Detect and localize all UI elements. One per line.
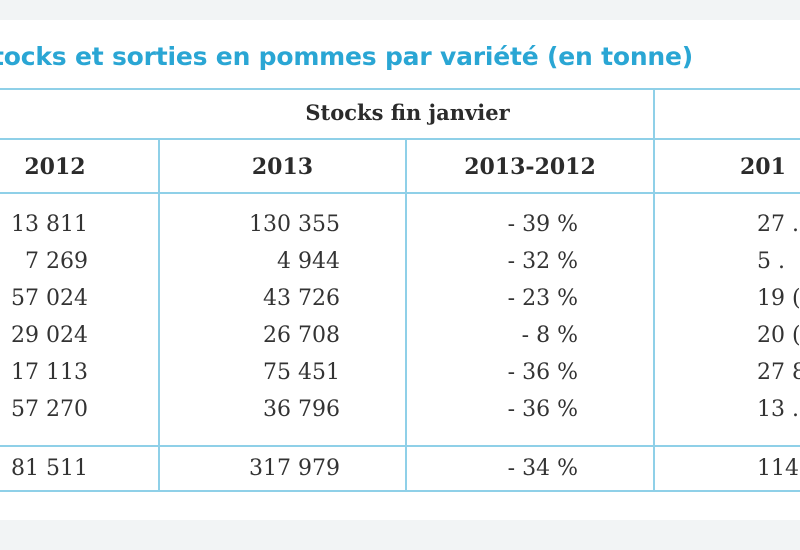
- table-row-cell: 19 (: [757, 286, 800, 311]
- column-header-next: 201: [740, 154, 786, 180]
- rule-header: [0, 192, 800, 194]
- table-row-cell: 29 024: [11, 323, 88, 348]
- group-header: Stocks fin janvier: [305, 100, 510, 125]
- rule-group: [0, 138, 800, 140]
- table-row-cell: 57 024: [11, 286, 88, 311]
- table-row-cell: 36 796: [263, 397, 340, 422]
- table-row-cell: - 36 %: [507, 360, 578, 385]
- table-row-cell: 26 708: [263, 323, 340, 348]
- rule-bottom: [0, 490, 800, 492]
- table-row-cell: 13 .: [757, 397, 799, 422]
- table-row-cell: 4 944: [277, 249, 340, 274]
- col-divider-2: [405, 140, 407, 490]
- table-row-cell: - 23 %: [507, 286, 578, 311]
- total-row-cell: 81 511: [11, 456, 88, 481]
- column-header-2012: 2012: [24, 154, 86, 180]
- table-row-cell: - 39 %: [507, 212, 578, 237]
- table-row-cell: - 32 %: [507, 249, 578, 274]
- total-row-cell: - 34 %: [507, 456, 578, 481]
- table-row-cell: 5 .: [757, 249, 785, 274]
- total-row-cell: 317 979: [249, 456, 340, 481]
- table-row-cell: 7 269: [25, 249, 88, 274]
- table-card: tocks et sorties en pommes par variété (…: [0, 20, 800, 520]
- table-row-cell: 75 451: [263, 360, 340, 385]
- table-row-cell: - 36 %: [507, 397, 578, 422]
- table-row-cell: 43 726: [263, 286, 340, 311]
- table-row-cell: 27 8: [757, 360, 800, 385]
- table-row-cell: - 8 %: [521, 323, 578, 348]
- table-row-cell: 57 270: [11, 397, 88, 422]
- rule-total: [0, 445, 800, 447]
- table-row-cell: 27 .: [757, 212, 799, 237]
- table-row-cell: 13 811: [11, 212, 88, 237]
- col-divider-3: [653, 90, 655, 490]
- column-header-diff: 2013-2012: [464, 154, 596, 180]
- total-row-cell: 114: [757, 456, 799, 481]
- col-divider-1: [158, 140, 160, 490]
- column-header-2013: 2013: [251, 154, 314, 180]
- table-title: tocks et sorties en pommes par variété (…: [0, 42, 693, 71]
- table-row-cell: 17 113: [11, 360, 88, 385]
- rule-top: [0, 88, 800, 90]
- table-row-cell: 130 355: [249, 212, 340, 237]
- table-row-cell: 20 (: [757, 323, 800, 348]
